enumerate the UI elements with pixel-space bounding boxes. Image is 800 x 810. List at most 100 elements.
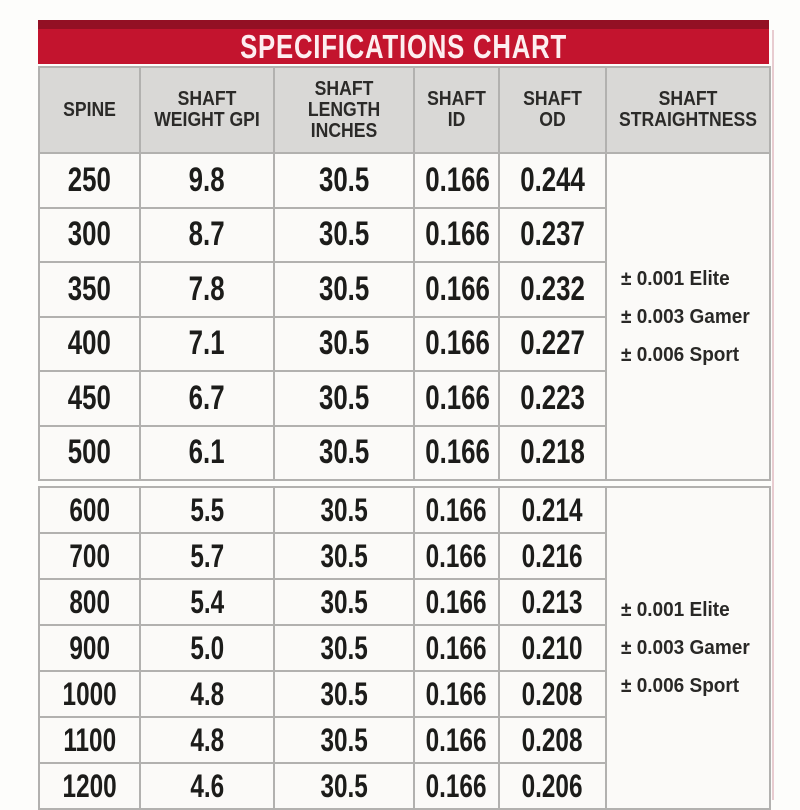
- table-cell: 0.227: [498, 315, 607, 372]
- cell-value: 500: [67, 433, 112, 472]
- table-cell: 30.5: [273, 315, 415, 372]
- straightness-cell: ± 0.001 Elite ± 0.003 Gamer ± 0.006 Sport: [605, 152, 771, 481]
- table-cell: 5.0: [139, 624, 275, 672]
- cell-value: 9.8: [189, 160, 225, 199]
- cell-value: 30.5: [320, 721, 368, 758]
- table-cell: 5.7: [139, 532, 275, 580]
- table-row: 350 7.8 30.5 0.166 0.232: [38, 261, 770, 318]
- table-cell: 30.5: [273, 762, 415, 810]
- cell-value: 600: [69, 491, 110, 528]
- table-cell: 800: [38, 578, 141, 626]
- table-cell: 0.166: [413, 315, 500, 372]
- straightness-line: ± 0.006 Sport: [621, 343, 740, 366]
- table-row: 900 5.0 30.5 0.166 0.210: [38, 624, 770, 672]
- table-cell: 350: [38, 261, 141, 318]
- table-row: 400 7.1 30.5 0.166 0.227: [38, 315, 770, 372]
- cell-value: 30.5: [320, 629, 368, 666]
- cell-value: 0.166: [425, 160, 490, 199]
- table-row: 600 5.5 30.5 0.166 0.214 ± 0.001 Elite ± 0.003…: [38, 486, 771, 810]
- table-cell: 0.208: [498, 716, 607, 764]
- table-cell: 6.1: [139, 424, 275, 481]
- column-header-row: SPINE SHAFT WEIGHT GPI SHAFT LENGTH INCHES SHA…: [38, 66, 771, 154]
- column-header-1: SHAFT WEIGHT GPI: [139, 66, 275, 154]
- cell-value: 5.5: [190, 491, 224, 528]
- table-cell: 0.216: [498, 532, 607, 580]
- cell-value: 0.216: [522, 537, 583, 574]
- cell-value: 5.4: [190, 583, 224, 620]
- table-row: 250 9.8 30.5 0.166 0.244 ± 0.001 Elite ± 0.003…: [38, 152, 771, 481]
- table-cell: 0.210: [498, 624, 607, 672]
- table-cell: 0.166: [413, 370, 500, 427]
- table-cell: 0.244: [498, 152, 607, 209]
- group-divider: [38, 481, 769, 484]
- table-cell: 0.166: [413, 532, 500, 580]
- column-header-0: SPINE: [38, 66, 141, 154]
- cell-value: 30.5: [318, 215, 370, 254]
- cell-value: 1200: [62, 767, 117, 804]
- table-row: 1100 4.8 30.5 0.166 0.208: [38, 716, 770, 764]
- cell-value: 450: [67, 378, 112, 417]
- table-cell: 0.166: [413, 716, 500, 764]
- table-cell: 9.8: [139, 152, 275, 209]
- cell-value: 30.5: [320, 675, 368, 712]
- column-header-label: LENGTH: [307, 98, 381, 121]
- chart-title-bar: SPECIFICATIONS CHART: [38, 20, 769, 65]
- cell-value: 6.1: [189, 433, 225, 472]
- cell-value: 7.8: [189, 269, 225, 308]
- cell-value: 30.5: [320, 583, 368, 620]
- cell-value: 5.0: [190, 629, 224, 666]
- table-cell: 0.208: [498, 670, 607, 718]
- table-cell: 0.166: [413, 261, 500, 318]
- table-row: 700 5.7 30.5 0.166 0.216: [38, 532, 770, 580]
- cell-value: 250: [67, 160, 112, 199]
- table-cell: 1000: [38, 670, 141, 718]
- table-cell: 1100: [38, 716, 141, 764]
- spec-table-lower: 600 5.5 30.5 0.166 0.214 ± 0.001 Elite ± 0.003…: [38, 486, 771, 810]
- cell-value: 0.214: [522, 491, 583, 528]
- table-cell: 30.5: [273, 152, 415, 209]
- cell-value: 0.166: [426, 583, 487, 620]
- cell-value: 0.166: [426, 629, 487, 666]
- table-cell: 0.206: [498, 762, 607, 810]
- table-cell: 900: [38, 624, 141, 672]
- table-cell: 7.8: [139, 261, 275, 318]
- cell-value: 0.218: [520, 433, 585, 472]
- table-cell: 30.5: [273, 670, 415, 718]
- table-cell: 250: [38, 152, 141, 209]
- cell-value: 0.210: [522, 629, 583, 666]
- column-header-5: SHAFT STRAIGHTNESS: [605, 66, 771, 154]
- title-top-accent: [38, 20, 769, 29]
- table-cell: 8.7: [139, 206, 275, 263]
- cell-value: 4.8: [190, 675, 224, 712]
- straightness-line: ± 0.006 Sport: [621, 675, 740, 697]
- cell-value: 30.5: [320, 537, 368, 574]
- cell-value: 0.166: [426, 675, 487, 712]
- table-cell: 5.5: [139, 486, 275, 534]
- cell-value: 0.166: [425, 269, 490, 308]
- table-cell: 0.166: [413, 578, 500, 626]
- table-cell: 30.5: [273, 532, 415, 580]
- table-cell: 30.5: [273, 261, 415, 318]
- table-cell: 0.213: [498, 578, 607, 626]
- cell-value: 30.5: [320, 491, 368, 528]
- table-row: 1000 4.8 30.5 0.166 0.208: [38, 670, 770, 718]
- straightness-line: ± 0.003 Gamer: [621, 305, 750, 328]
- column-header-2: SHAFT LENGTH INCHES: [273, 66, 415, 154]
- cell-value: 0.244: [520, 160, 585, 199]
- cell-value: 0.227: [520, 324, 585, 363]
- table-cell: 30.5: [273, 206, 415, 263]
- cell-value: 4.8: [190, 721, 224, 758]
- column-header-3: SHAFT ID: [413, 66, 500, 154]
- cell-value: 30.5: [318, 269, 370, 308]
- table-row: 800 5.4 30.5 0.166 0.213: [38, 578, 770, 626]
- table-cell: 30.5: [273, 370, 415, 427]
- straightness-cell: ± 0.001 Elite ± 0.003 Gamer ± 0.006 Sport: [605, 486, 771, 810]
- column-header-label: ID: [447, 109, 466, 131]
- cell-value: 0.166: [426, 537, 487, 574]
- cell-value: 6.7: [189, 378, 225, 417]
- table-cell: 400: [38, 315, 141, 372]
- cell-value: 0.166: [425, 324, 490, 363]
- table-cell: 6.7: [139, 370, 275, 427]
- cell-value: 8.7: [189, 215, 225, 254]
- table-cell: 0.232: [498, 261, 607, 318]
